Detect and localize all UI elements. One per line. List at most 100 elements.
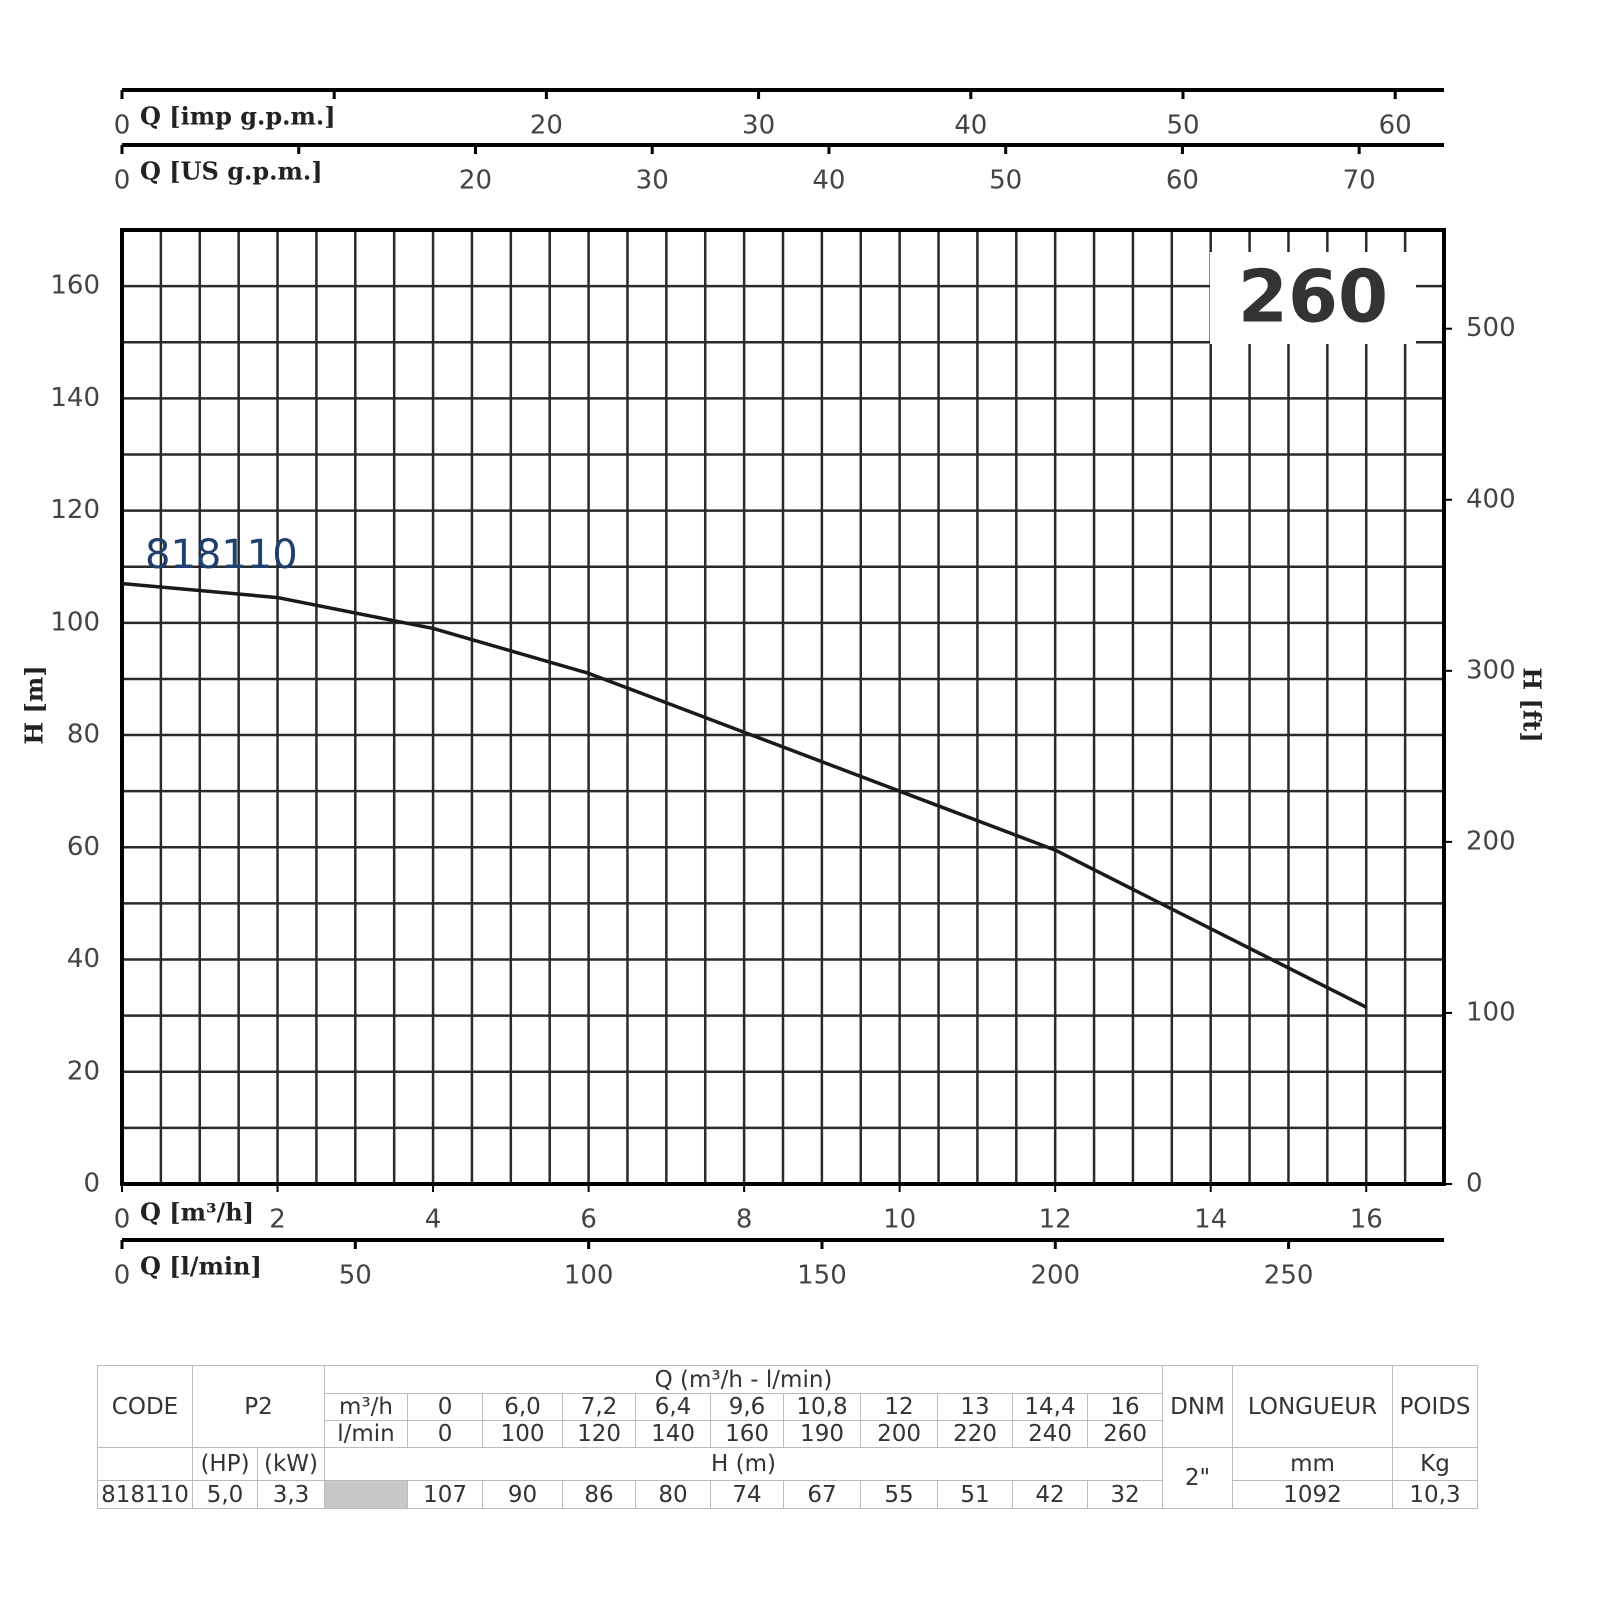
x-tick-label: 10 [883,1205,916,1235]
x-tick-label: 70 [1343,166,1376,196]
data-cell: 2" [1162,1447,1234,1509]
data-cell: 10,3 [1392,1480,1479,1509]
head-cell: 55 [860,1480,939,1509]
header-cell: Q (m³/h - l/min) [324,1365,1164,1394]
flow-cell: 0 [407,1420,484,1448]
x-tick-label: 8 [736,1205,753,1235]
y-tick-label: 20 [67,1056,100,1086]
x-tick-label: 50 [1166,111,1199,141]
header-cell: POIDS [1392,1365,1479,1448]
chart: 2600204060801001201401600100200300400500… [20,88,1547,1291]
x-tick-label: 2 [269,1205,286,1235]
x-tick-label: 20 [459,166,492,196]
x-axis-label: Q [imp g.p.m.] [140,102,336,131]
spec-table: CODE P2 Q (m³/h - l/min) DNM LONGUEUR PO… [97,1365,1479,1509]
unit-cell: H (m) [324,1447,1164,1481]
head-cell: 86 [562,1480,637,1509]
x-tick-label: 6 [580,1205,597,1235]
x-tick-label: 20 [530,111,563,141]
flow-cell: 160 [710,1420,785,1448]
header-cell: CODE [97,1365,193,1448]
flow-cell: 6,4 [635,1393,712,1421]
data-cell: 5,0 [192,1480,258,1509]
x-tick-label: 50 [339,1261,372,1291]
flow-cell: 200 [860,1420,939,1448]
data-cell: 818110 [97,1480,193,1509]
x-tick-label: 0 [114,166,131,196]
x-tick-label: 50 [989,166,1022,196]
flow-cell: 13 [937,1393,1014,1421]
series-label: 818110 [145,532,298,578]
flow-cell: 120 [562,1420,637,1448]
header-cell: LONGUEUR [1232,1365,1394,1448]
x-tick-label: 12 [1039,1205,1072,1235]
flow-cell: 14,4 [1012,1393,1089,1421]
head-cell: 42 [1012,1480,1089,1509]
unit-cell: (kW) [256,1447,326,1481]
y2-tick-label: 400 [1466,484,1516,514]
y2-axis-label: H [ft] [1518,667,1547,742]
y-tick-label: 100 [50,607,100,637]
unit-cell: Kg [1392,1447,1479,1481]
x-tick-label: 200 [1030,1261,1080,1291]
head-cell: 51 [937,1480,1014,1509]
flow-cell: 0 [407,1393,484,1421]
flow-cell: 100 [482,1420,564,1448]
head-cell: 90 [482,1480,564,1509]
flow-cell: 6,0 [482,1393,564,1421]
x-tick-label: 250 [1264,1261,1314,1291]
x-tick-label: 0 [114,1261,131,1291]
y-tick-label: 0 [83,1169,100,1199]
y-axis-label: H [m] [20,665,49,744]
x-axis-label: Q [m³/h] [140,1198,254,1227]
x-tick-label: 60 [1166,166,1199,196]
x-tick-label: 100 [564,1261,614,1291]
y2-tick-label: 200 [1466,826,1516,856]
x-tick-label: 4 [425,1205,442,1235]
head-cell: 67 [783,1480,862,1509]
plot-frame [120,228,1446,1186]
flow-cell: 190 [783,1420,862,1448]
x-axis-label: Q [US g.p.m.] [140,157,323,186]
flow-cell: 16 [1087,1393,1164,1421]
row-label: l/min [324,1420,409,1448]
head-cell: 32 [1087,1480,1164,1509]
x-tick-label: 30 [636,166,669,196]
x-tick-label: 30 [742,111,775,141]
head-cell: 74 [710,1480,785,1509]
header-cell: P2 [191,1365,326,1448]
y-tick-label: 40 [67,944,100,974]
y2-tick-label: 500 [1466,313,1516,343]
badge-bg [1210,252,1416,344]
y-tick-label: 160 [50,271,100,301]
x-tick-label: 150 [797,1261,847,1291]
flow-cell: 140 [635,1420,712,1448]
unit-cell: mm [1232,1447,1394,1481]
badge: 260 [1238,255,1388,339]
x-tick-label: 60 [1379,111,1412,141]
x-tick-label: 0 [114,1205,131,1235]
head-cell: 107 [407,1480,484,1509]
y-tick-label: 60 [67,832,100,862]
flow-cell: 240 [1012,1420,1089,1448]
head-cell: 80 [635,1480,712,1509]
unit-cell: (HP) [192,1447,258,1481]
y2-tick-label: 300 [1466,655,1516,685]
shaded-cell [324,1480,409,1509]
y-tick-label: 140 [50,383,100,413]
series-line [121,581,1368,1009]
y-tick-label: 120 [50,495,100,525]
flow-cell: 7,2 [562,1393,637,1421]
flow-cell: 220 [937,1420,1014,1448]
empty-cell [97,1447,193,1481]
data-cell: 1092 [1232,1480,1394,1509]
flow-cell: 9,6 [710,1393,785,1421]
header-cell: DNM [1162,1365,1234,1448]
flow-cell: 12 [860,1393,939,1421]
x-axis-label: Q [l/min] [140,1252,262,1281]
x-tick-label: 16 [1350,1205,1383,1235]
row-label: m³/h [324,1393,409,1421]
flow-cell: 260 [1087,1420,1164,1448]
x-tick-label: 40 [954,111,987,141]
